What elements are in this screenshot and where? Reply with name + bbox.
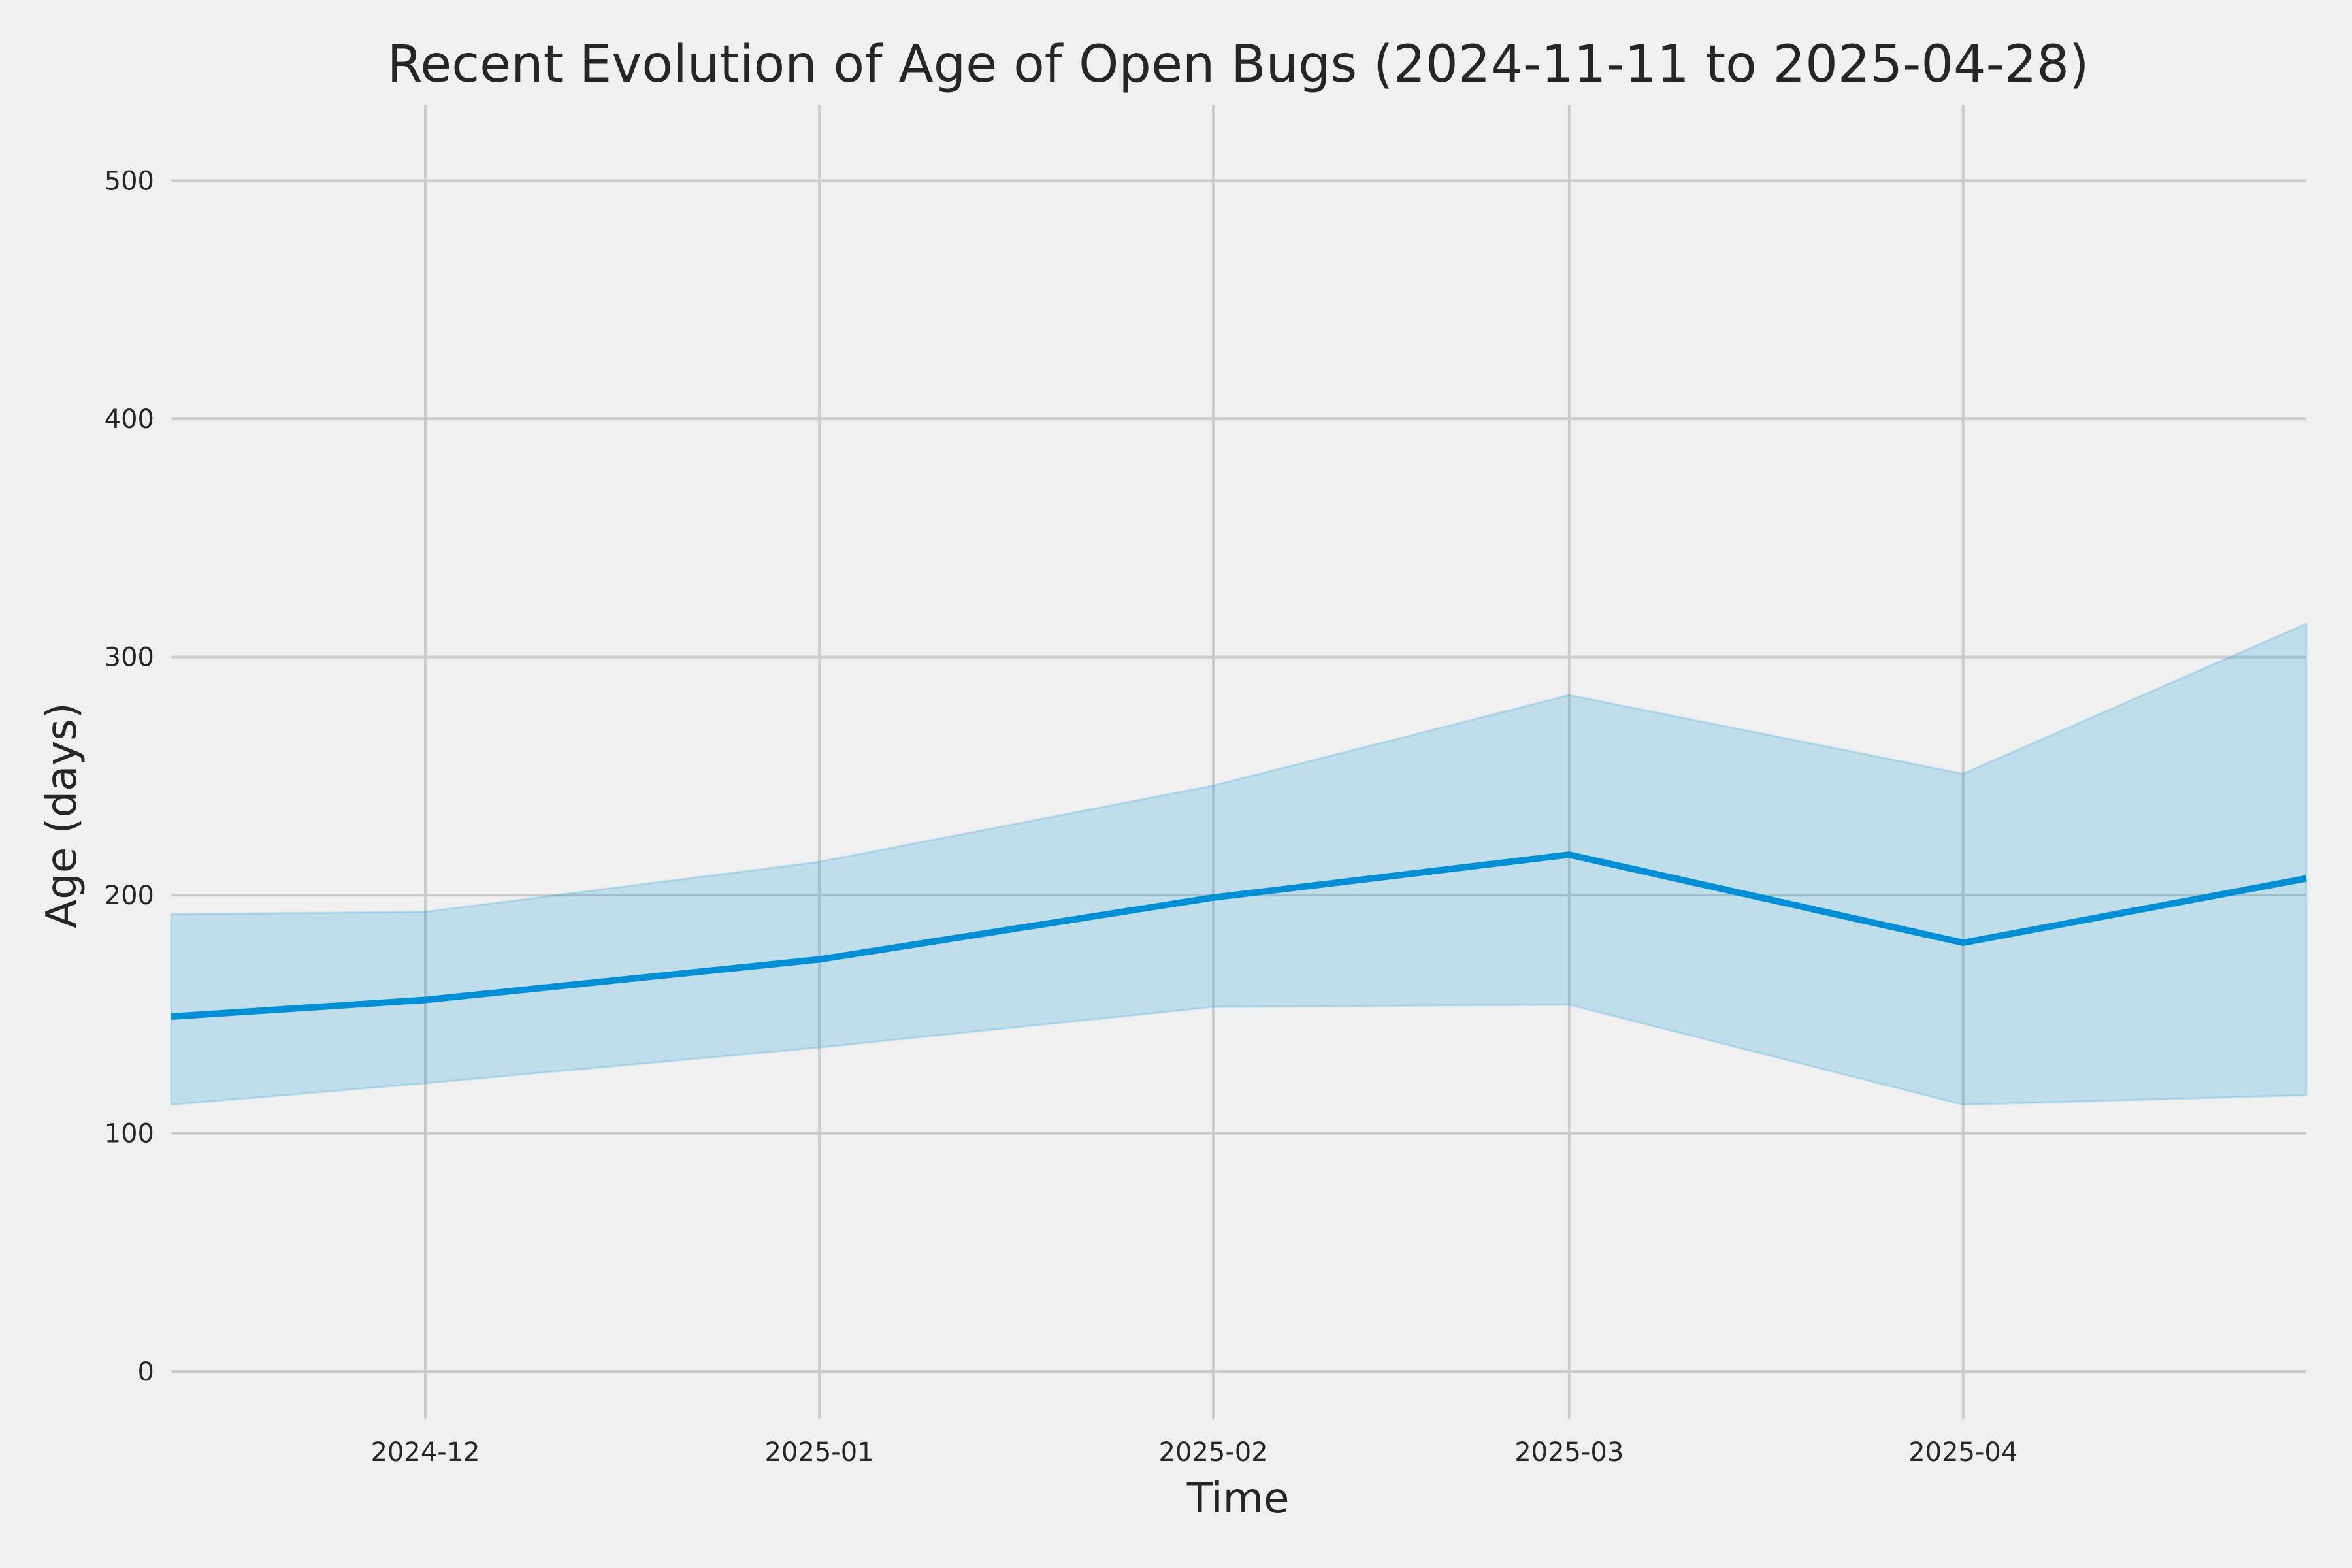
y-tick-label: 200: [105, 881, 154, 911]
x-axis-label: Time: [1186, 1475, 1290, 1523]
y-tick-label: 400: [105, 404, 154, 434]
y-axis-label: Age (days): [38, 702, 86, 928]
chart-title: Recent Evolution of Age of Open Bugs (20…: [387, 35, 2089, 94]
x-tick-label: 2025-03: [1514, 1437, 1624, 1467]
confidence-band: [170, 622, 2308, 1106]
x-tick-labels: 2024-12 2025-01 2025-02 2025-03 2025-04: [370, 1437, 2017, 1467]
y-tick-label: 100: [105, 1119, 154, 1149]
x-tick-label: 2024-12: [370, 1437, 480, 1467]
x-tick-label: 2025-01: [765, 1437, 874, 1467]
series-layer: [170, 622, 2308, 1106]
y-tick-labels: 0 100 200 300 400 500: [105, 167, 154, 1387]
x-gridlines: [424, 105, 1965, 1419]
x-tick-label: 2025-02: [1159, 1437, 1268, 1467]
y-tick-label: 500: [105, 167, 154, 197]
series-line: [171, 851, 2307, 1020]
y-tick-label: 300: [105, 643, 154, 673]
y-tick-label: 0: [138, 1357, 154, 1387]
x-tick-label: 2025-04: [1908, 1437, 2017, 1467]
